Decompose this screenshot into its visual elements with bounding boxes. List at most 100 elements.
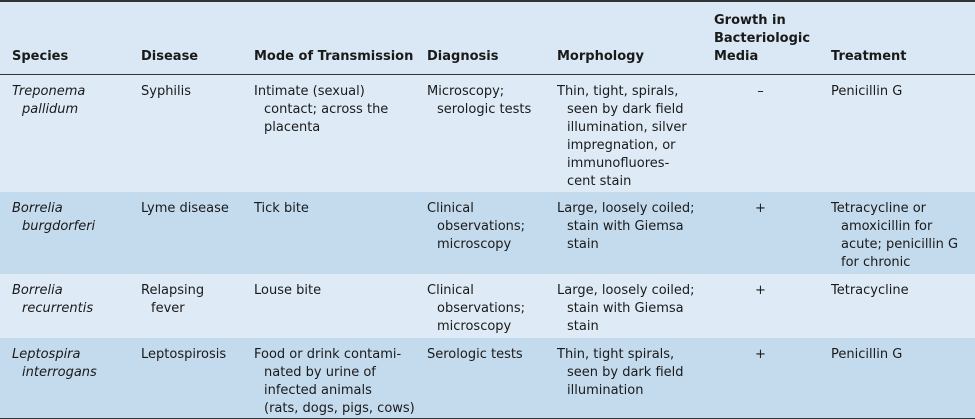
cell-line: Mode of Transmission bbox=[254, 49, 414, 64]
cell-line: pallidum bbox=[22, 102, 79, 117]
table-cell: Leptospirosis bbox=[129, 337, 242, 419]
table-cell: Tetracycline bbox=[819, 273, 975, 338]
table-cell: Penicillin G bbox=[819, 337, 975, 419]
table-cell: Borrelia recurrentis bbox=[0, 273, 129, 338]
header-cell: Disease bbox=[129, 1, 242, 75]
table-cell: Large, loosely coiled; stain with Giemsa s… bbox=[545, 191, 702, 274]
cell-line: recurrentis bbox=[22, 300, 94, 316]
header-row: Species Disease Mode of Transmission Diagno… bbox=[0, 1, 975, 75]
table-row: Borrelia recurrentis Relapsing fever Louse b… bbox=[0, 273, 975, 338]
table-cell: Louse bite bbox=[242, 273, 415, 338]
table-cell: Large, loosely coiled; stain with Giemsa s… bbox=[545, 273, 702, 338]
table-cell: Penicillin G bbox=[819, 74, 975, 192]
cell-line: Syphilis bbox=[141, 84, 192, 99]
header-cell: Diagnosis bbox=[415, 1, 545, 75]
cell-line: Serologic tests bbox=[427, 346, 523, 362]
cell-line: burgdorferi bbox=[22, 218, 96, 234]
table-cell: + bbox=[702, 273, 819, 338]
cell-line: + bbox=[755, 346, 766, 362]
cell-line: Leptospirosis bbox=[141, 346, 227, 362]
cell-line: Leptospira bbox=[12, 346, 81, 362]
cell-line: acute; penicillin G bbox=[841, 236, 959, 252]
table-cell: + bbox=[702, 191, 819, 274]
cell-line: amoxicillin for bbox=[841, 218, 933, 234]
table-cell: + bbox=[702, 337, 819, 419]
cell-line: observations; bbox=[437, 218, 526, 234]
cell-line: – bbox=[757, 84, 764, 99]
table-cell: – bbox=[702, 74, 819, 192]
table-cell: Thin, tight, spirals, seen by dark field i… bbox=[545, 74, 702, 192]
cell-line: Penicillin G bbox=[831, 84, 903, 99]
cell-line: Large, loosely coiled; bbox=[557, 200, 695, 216]
cell-line: Penicillin G bbox=[831, 346, 903, 362]
cell-line: stain bbox=[567, 236, 599, 252]
table-body: Treponema pallidum Syphilis Intimate (sexua… bbox=[0, 74, 975, 419]
cell-line: immunofluores- bbox=[567, 156, 670, 171]
cell-line: nated by urine of bbox=[264, 364, 376, 380]
table-cell: Clinical observations; microscopy bbox=[415, 273, 545, 338]
table-cell: Relapsing fever bbox=[129, 273, 242, 338]
table-row: Leptospira interrogans Leptospirosis Food o… bbox=[0, 337, 975, 419]
cell-line: interrogans bbox=[22, 364, 97, 380]
table-cell: Intimate (sexual) contact; across the plac… bbox=[242, 74, 415, 192]
table-cell: Leptospira interrogans bbox=[0, 337, 129, 419]
table-cell: Thin, tight spirals, seen by dark field il… bbox=[545, 337, 702, 419]
cell-line: Bacteriologic bbox=[714, 31, 811, 46]
cell-line: Thin, tight spirals, bbox=[557, 346, 675, 362]
cell-line: Tetracycline or bbox=[831, 200, 927, 216]
table-cell: Treponema pallidum bbox=[0, 74, 129, 192]
cell-line: seen by dark field bbox=[567, 364, 684, 380]
table-cell: Serologic tests bbox=[415, 337, 545, 419]
cell-line: illumination bbox=[567, 382, 644, 398]
cell-line: microscopy bbox=[437, 236, 512, 252]
table-cell: Lyme disease bbox=[129, 191, 242, 274]
cell-line: + bbox=[755, 282, 766, 298]
table-cell: Borrelia burgdorferi bbox=[0, 191, 129, 274]
cell-line: Treatment bbox=[831, 49, 907, 64]
table-cell: Tick bite bbox=[242, 191, 415, 274]
cell-line: Tick bite bbox=[254, 200, 309, 216]
cell-line: Morphology bbox=[557, 49, 644, 64]
table-cell: Clinical observations; microscopy bbox=[415, 191, 545, 274]
cell-line: Thin, tight, spirals, bbox=[557, 84, 679, 99]
cell-line: Disease bbox=[141, 49, 199, 64]
cell-line: impregnation, or bbox=[567, 138, 676, 153]
cell-line: Diagnosis bbox=[427, 49, 499, 64]
cell-line: fever bbox=[151, 300, 185, 316]
cell-line: + bbox=[755, 200, 766, 216]
cell-line: Microscopy; bbox=[427, 84, 505, 99]
cell-line: Clinical bbox=[427, 282, 474, 298]
cell-line: Species bbox=[12, 49, 69, 64]
header-cell: Morphology bbox=[545, 1, 702, 75]
cell-line: observations; bbox=[437, 300, 526, 316]
cell-line: stain bbox=[567, 318, 599, 334]
cell-line: contact; across the bbox=[264, 102, 389, 117]
cell-line: Relapsing bbox=[141, 282, 205, 298]
cell-line: Tetracycline bbox=[831, 282, 909, 298]
cell-line: Growth in bbox=[714, 13, 786, 28]
cell-line: Louse bite bbox=[254, 282, 322, 298]
cell-line: serologic tests bbox=[437, 102, 532, 117]
cell-line: stain with Giemsa bbox=[567, 218, 684, 234]
header-cell: Mode of Transmission bbox=[242, 1, 415, 75]
cell-line: Media bbox=[714, 49, 759, 64]
cell-line: stain with Giemsa bbox=[567, 300, 684, 316]
cell-line: Borrelia bbox=[12, 282, 63, 298]
cell-line: Large, loosely coiled; bbox=[557, 282, 695, 298]
cell-line: microscopy bbox=[437, 318, 512, 334]
cell-line: Intimate (sexual) bbox=[254, 84, 365, 99]
cell-line: Food or drink contami- bbox=[254, 346, 402, 362]
table-cell: Microscopy; serologic tests bbox=[415, 74, 545, 192]
cell-line: cent stain bbox=[567, 174, 632, 189]
cell-line: (rats, dogs, pigs, cows) bbox=[264, 400, 415, 416]
header-cell: Growth in Bacteriologic Media bbox=[702, 1, 819, 75]
cell-line: illumination, silver bbox=[567, 120, 687, 135]
header-cell: Species bbox=[0, 1, 129, 75]
cell-line: Clinical bbox=[427, 200, 474, 216]
table-row: Borrelia burgdorferi Lyme disease Tick bite… bbox=[0, 191, 975, 274]
cell-line: seen by dark field bbox=[567, 102, 684, 117]
cell-line: for chronic bbox=[841, 254, 911, 270]
cell-line: placenta bbox=[264, 120, 321, 135]
